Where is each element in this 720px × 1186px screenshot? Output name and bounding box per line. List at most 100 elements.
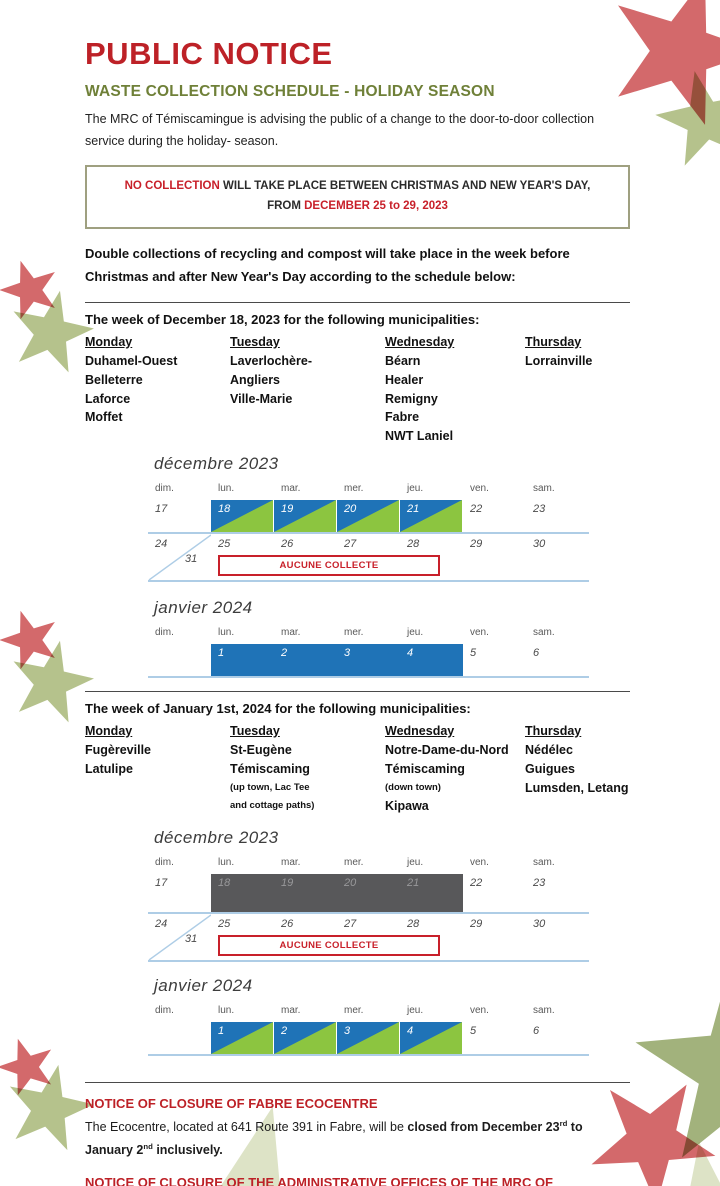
calendar-day-cell: 23 (533, 502, 546, 515)
section-divider (85, 690, 630, 692)
section-divider (85, 301, 630, 303)
week-section-december: The week of December 18, 2023 for the fo… (85, 312, 630, 446)
day-abbrev: dim. (155, 482, 174, 494)
day-abbrev: mar. (281, 856, 301, 868)
calendar-day-cell: 21 (400, 499, 463, 532)
day-abbrev: sam. (533, 856, 555, 868)
calendar-day-cell: 21 (400, 873, 463, 912)
calendar-month-title: janvier 2024 (154, 975, 253, 995)
notice-content: PUBLIC NOTICE WASTE COLLECTION SCHEDULE … (85, 0, 630, 1186)
calendar-day-cell: 3 (337, 643, 400, 676)
day-abbrev: sam. (533, 626, 555, 638)
calendar-week-row: 17 18 19 20 21 22 23 (148, 499, 589, 532)
day-abbrev: ven. (470, 482, 489, 494)
calendar-rule (148, 531, 589, 534)
day-number: 28 (407, 537, 420, 550)
municipality-name: Fabre (385, 410, 420, 425)
municipality-name: Lorrainville (525, 354, 593, 368)
alert-line2-prefix: FROM (267, 200, 301, 213)
municipality-column: Wednesday Béarn Healer Remigny Fabre NWT Lani… (385, 333, 525, 446)
calendar-day-cell: 17 (155, 502, 168, 515)
alert-dates: DECEMBER 25 to 29, 2023 (304, 200, 448, 213)
municipality-name: Guigues (525, 761, 576, 776)
closure-text-fragment: rd (559, 1118, 568, 1128)
calendar-day-cell: 22 (470, 876, 483, 889)
week-section-heading: The week of December 18, 2023 for the fo… (85, 311, 480, 327)
day-number: 27 (344, 917, 357, 930)
municipality-name: Healer (385, 372, 424, 387)
day-header: Monday (85, 723, 133, 738)
municipality-name: and cottage paths) (230, 800, 315, 812)
day-abbrev: dim. (155, 626, 174, 638)
municipality-column: Monday Duhamel-Ouest Belleterre Laforce Moff… (85, 333, 230, 446)
municipality-name: Laverlochère- (230, 354, 312, 368)
day-number: 30 (533, 537, 546, 550)
calendar-day-cell: 4 (400, 643, 463, 676)
day-abbrev: lun. (218, 1004, 235, 1016)
calendar-rule (148, 675, 589, 678)
calendar-december-2023-recycling: décembre 2023 dim. lun. mar. mer. jeu. ven. sam… (148, 454, 589, 582)
calendar-rule (148, 1053, 589, 1056)
calendar-day-cell: 19 (274, 499, 337, 532)
calendar-month-title: janvier 2024 (154, 597, 253, 617)
calendar-day-cell: 18 (211, 499, 274, 532)
day-abbrev: jeu. (407, 626, 424, 638)
calendar-rule (148, 579, 589, 582)
day-abbrev: jeu. (407, 1004, 424, 1016)
calendar-day-cell: 17 (155, 876, 168, 889)
closure-heading: NOTICE OF CLOSURE OF FABRE ECOCENTRE (85, 1095, 378, 1111)
day-header: Wednesday (385, 334, 455, 349)
calendar-day-cell: 4 (400, 1021, 463, 1054)
municipality-column: Wednesday Notre-Dame-du-Nord Témiscaming (d… (385, 722, 525, 816)
calendar-day-headers: dim. lun. mar. mer. jeu. ven. sam. (148, 483, 589, 494)
municipality-name: Fugèreville (85, 743, 151, 758)
day-abbrev: mar. (281, 626, 301, 638)
calendar-day-cell: 30 (526, 914, 589, 960)
municipality-column: Thursday Nédélec Guigues Lumsden, Letang (525, 722, 630, 816)
day-number: 25 (218, 537, 231, 550)
no-collection-box: AUCUNE COLLECTE (218, 934, 440, 956)
municipality-name: Latulipe (85, 761, 133, 776)
calendar-day-cell: 26 (274, 534, 337, 580)
municipality-name: Témiscaming (385, 761, 465, 776)
municipality-name: Nédélec (525, 743, 573, 758)
municipality-column: Tuesday Laverlochère- Angliers Ville-Marie (230, 333, 385, 446)
day-number: 25 (218, 917, 231, 930)
municipality-name: Lumsden, Letang (525, 780, 629, 795)
day-header: Thursday (525, 334, 582, 349)
day-header: Thursday (525, 723, 582, 738)
municipality-name: Béarn (385, 354, 421, 368)
day-header: Wednesday (385, 723, 455, 738)
day-number-overflow: 31 (185, 552, 198, 565)
day-abbrev: lun. (218, 856, 235, 868)
day-abbrev: ven. (470, 856, 489, 868)
calendar-day-cell: 19 (274, 873, 337, 912)
municipality-columns: Monday Fugèreville Latulipe Tuesday St-Eugèn… (85, 722, 630, 816)
municipality-column: Thursday Lorrainville (525, 333, 630, 446)
diagonal-line (148, 914, 211, 960)
municipality-column: Tuesday St-Eugène Témiscaming (up town, Lac… (230, 722, 385, 816)
day-abbrev: mar. (281, 482, 301, 494)
day-number: 24 (155, 537, 168, 550)
day-abbrev: jeu. (407, 482, 424, 494)
calendar-day-cell: 24 31 (148, 914, 211, 960)
day-abbrev: dim. (155, 1004, 174, 1016)
section-divider (85, 1081, 630, 1083)
closure-text-fragment: inclusively. (152, 1143, 223, 1158)
closure-text-fragment: to January 2 (85, 1119, 583, 1158)
calendar-month-title: décembre 2023 (154, 453, 279, 473)
day-number: 28 (407, 917, 420, 930)
no-collection-label: AUCUNE COLLECTE (279, 939, 379, 951)
calendar-day-cell: 29 (463, 914, 526, 960)
closure-notice-ecocentre: NOTICE OF CLOSURE OF FABRE ECOCENTRE The… (85, 1096, 630, 1162)
day-abbrev: sam. (533, 1004, 555, 1016)
day-abbrev: mer. (344, 482, 364, 494)
municipality-columns: Monday Duhamel-Ouest Belleterre Laforce Moff… (85, 333, 630, 446)
municipality-column: Monday Fugèreville Latulipe (85, 722, 230, 816)
calendar-day-cell (148, 1022, 211, 1054)
municipality-name: Ville-Marie (230, 391, 293, 406)
calendar-day-cell: 24 31 (148, 534, 211, 580)
star-icon (648, 61, 720, 170)
municipality-name: Témiscaming (230, 761, 310, 776)
